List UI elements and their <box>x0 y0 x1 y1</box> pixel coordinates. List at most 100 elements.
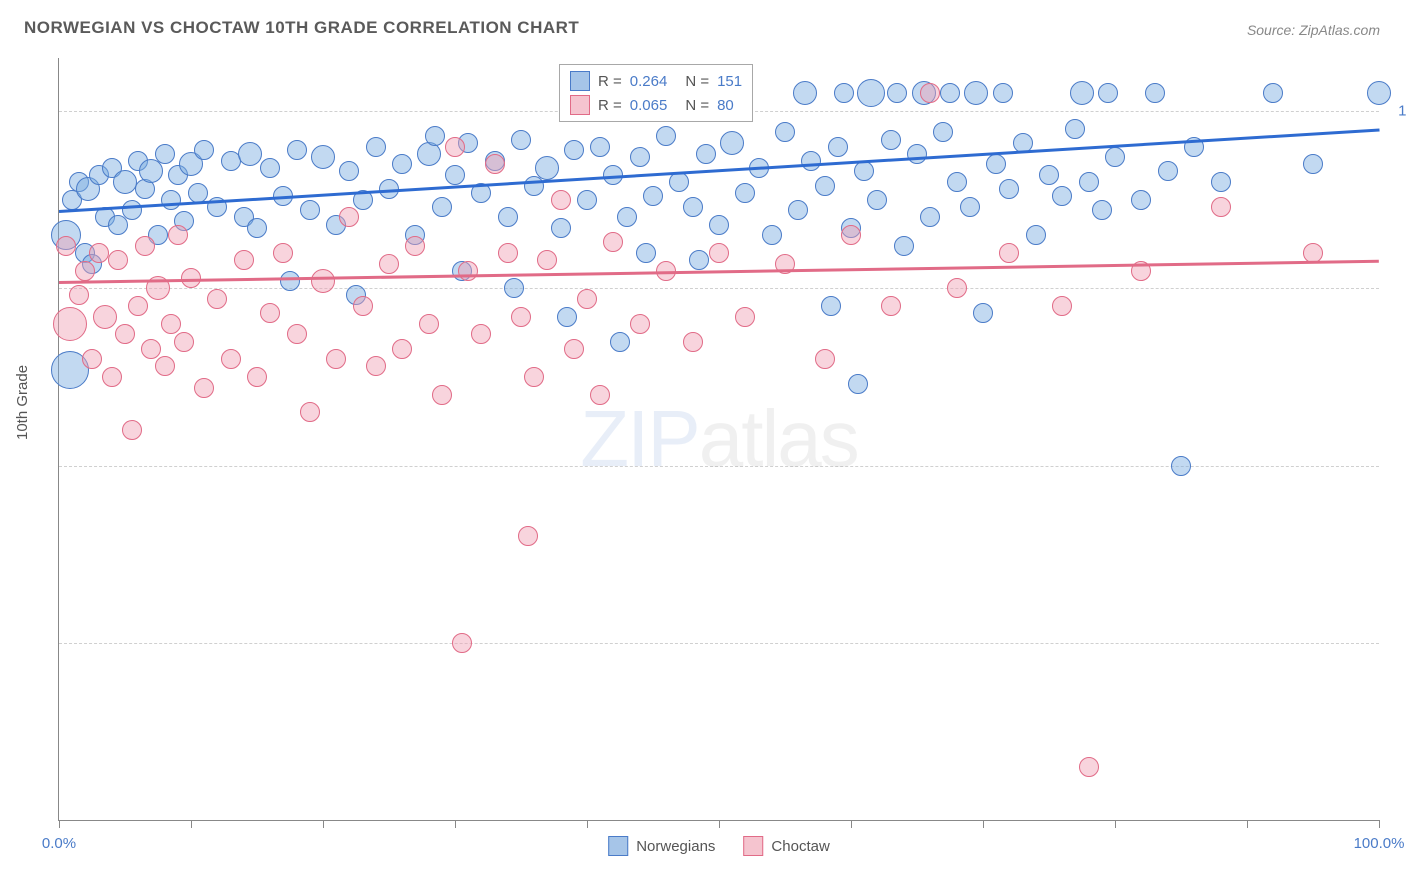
data-point <box>445 165 465 185</box>
data-point <box>141 339 161 359</box>
data-point <box>135 236 155 256</box>
data-point <box>260 303 280 323</box>
data-point <box>471 324 491 344</box>
x-tick <box>1115 820 1116 828</box>
data-point <box>577 289 597 309</box>
data-point <box>188 183 208 203</box>
data-point <box>1026 225 1046 245</box>
grid-line <box>59 288 1379 289</box>
scatter-chart: ZIPatlas R =0.264N =151R =0.065N =80 Nor… <box>58 58 1379 821</box>
chart-title: NORWEGIAN VS CHOCTAW 10TH GRADE CORRELAT… <box>24 18 579 38</box>
data-point <box>564 339 584 359</box>
data-point <box>1303 154 1323 174</box>
data-point <box>735 307 755 327</box>
data-point <box>828 137 848 157</box>
data-point <box>1131 190 1151 210</box>
r-label: R = <box>598 97 622 114</box>
data-point <box>815 349 835 369</box>
data-point <box>452 633 472 653</box>
data-point <box>920 83 940 103</box>
data-point <box>630 147 650 167</box>
data-point <box>311 269 335 293</box>
data-point <box>986 154 1006 174</box>
data-point <box>762 225 782 245</box>
data-point <box>1039 165 1059 185</box>
data-point <box>709 243 729 263</box>
data-point <box>161 314 181 334</box>
data-point <box>564 140 584 160</box>
data-point <box>947 278 967 298</box>
r-value: 0.065 <box>630 97 668 114</box>
data-point <box>498 243 518 263</box>
data-point <box>392 154 412 174</box>
data-point <box>881 296 901 316</box>
data-point <box>867 190 887 210</box>
x-tick <box>1379 820 1380 828</box>
data-point <box>848 374 868 394</box>
r-label: R = <box>598 73 622 90</box>
data-point <box>139 159 163 183</box>
legend-swatch <box>570 95 590 115</box>
data-point <box>793 81 817 105</box>
n-value: 80 <box>717 97 734 114</box>
data-point <box>518 526 538 546</box>
legend-label: Norwegians <box>636 838 715 855</box>
n-label: N = <box>685 97 709 114</box>
data-point <box>300 200 320 220</box>
data-point <box>504 278 524 298</box>
data-point <box>287 324 307 344</box>
legend-swatch <box>570 71 590 91</box>
x-tick-label: 0.0% <box>42 835 76 852</box>
data-point <box>933 122 953 142</box>
legend-stat-row: R = 0.065 N = 80 <box>570 93 742 117</box>
data-point <box>1145 83 1165 103</box>
data-point <box>419 314 439 334</box>
data-point <box>834 83 854 103</box>
data-point <box>82 349 102 369</box>
data-point <box>247 367 267 387</box>
data-point <box>524 367 544 387</box>
data-point <box>801 151 821 171</box>
data-point <box>379 254 399 274</box>
data-point <box>300 402 320 422</box>
legend-series-item: Choctaw <box>743 836 829 856</box>
source-label: Source: ZipAtlas.com <box>1247 22 1380 38</box>
n-value: 151 <box>717 73 742 90</box>
data-point <box>999 179 1019 199</box>
x-tick <box>983 820 984 828</box>
grid-line <box>59 643 1379 644</box>
data-point <box>339 207 359 227</box>
data-point <box>234 250 254 270</box>
data-point <box>53 307 87 341</box>
data-point <box>56 236 76 256</box>
data-point <box>887 83 907 103</box>
data-point <box>1079 172 1099 192</box>
data-point <box>194 378 214 398</box>
data-point <box>999 243 1019 263</box>
data-point <box>75 261 95 281</box>
data-point <box>1065 119 1085 139</box>
data-point <box>669 172 689 192</box>
data-point <box>1105 147 1125 167</box>
watermark: ZIPatlas <box>580 393 857 485</box>
data-point <box>93 305 117 329</box>
data-point <box>857 79 885 107</box>
data-point <box>485 154 505 174</box>
data-point <box>821 296 841 316</box>
data-point <box>775 122 795 142</box>
n-label: N = <box>685 73 709 90</box>
data-point <box>1158 161 1178 181</box>
data-point <box>656 126 676 146</box>
x-tick <box>455 820 456 828</box>
data-point <box>194 140 214 160</box>
data-point <box>155 356 175 376</box>
data-point <box>854 161 874 181</box>
data-point <box>1367 81 1391 105</box>
data-point <box>168 225 188 245</box>
y-tick-label: 90.0% <box>1389 457 1406 474</box>
data-point <box>280 271 300 291</box>
y-tick-label: 100.0% <box>1389 103 1406 120</box>
data-point <box>69 285 89 305</box>
data-point <box>273 243 293 263</box>
x-tick <box>719 820 720 828</box>
